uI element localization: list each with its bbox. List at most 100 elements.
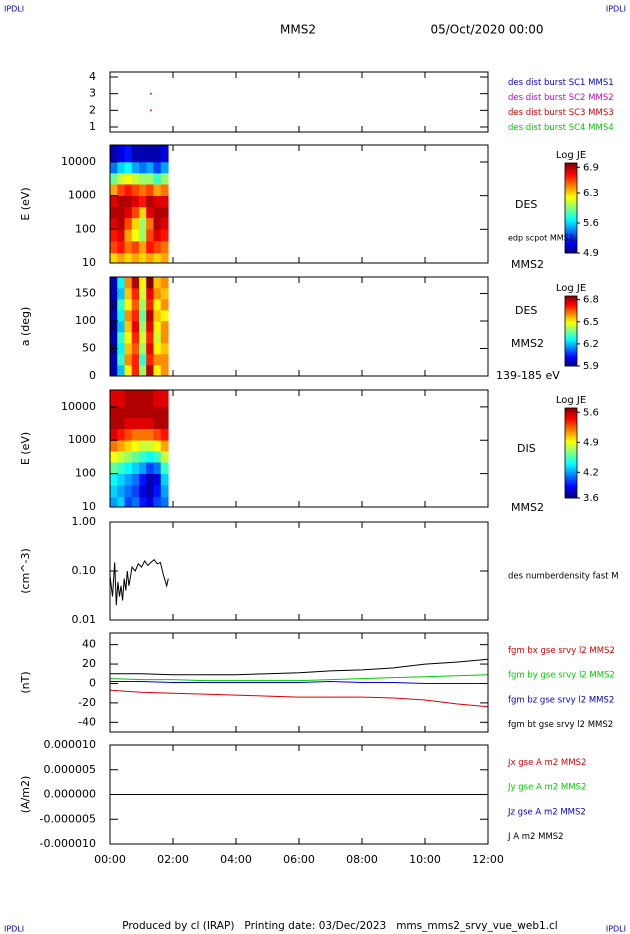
legend-entry: J A m2 MMS2 bbox=[507, 832, 564, 842]
heatmap-cell bbox=[110, 473, 118, 486]
y-axis-label: (A/m2) bbox=[19, 776, 32, 814]
heatmap-cell bbox=[124, 195, 133, 208]
heatmap-cell bbox=[110, 195, 118, 208]
heatmap-cell bbox=[110, 417, 118, 430]
side-label: DES bbox=[515, 304, 537, 317]
heatmap-cell bbox=[117, 229, 125, 242]
heatmap-cell bbox=[124, 485, 133, 498]
heatmap-cell bbox=[131, 277, 140, 289]
colorbar-cell bbox=[565, 412, 577, 415]
heatmap-cell bbox=[110, 462, 118, 474]
heatmap-cell bbox=[110, 496, 118, 508]
colorbar-cell bbox=[565, 165, 577, 168]
colorbar-cell bbox=[565, 297, 577, 300]
colorbar-cell bbox=[565, 311, 577, 314]
heatmap-cell bbox=[153, 252, 162, 264]
colorbar-cell bbox=[565, 221, 577, 224]
heatmap-cell bbox=[124, 206, 133, 219]
heatmap-cell bbox=[117, 417, 125, 430]
colorbar-cell bbox=[565, 416, 577, 419]
colorbar-cell bbox=[565, 418, 577, 421]
heatmap-cell bbox=[160, 229, 169, 242]
heatmap-cell bbox=[138, 440, 147, 452]
heatmap-cell bbox=[160, 473, 169, 486]
heatmap-cell bbox=[131, 299, 140, 311]
heatmap-cell bbox=[146, 354, 154, 366]
colorbar-cell bbox=[565, 339, 577, 342]
heatmap-cell bbox=[146, 496, 154, 508]
heatmap-cell bbox=[110, 206, 118, 219]
heatmap-cell bbox=[146, 145, 154, 163]
side-label: 139-185 eV bbox=[496, 369, 560, 382]
heatmap-cell bbox=[153, 229, 162, 242]
y-tick-label: 50 bbox=[82, 342, 96, 355]
heatmap-cell bbox=[131, 195, 140, 208]
colorbar-tick-label: 5.6 bbox=[583, 218, 599, 229]
colorbar-cell bbox=[565, 302, 577, 305]
legend-entry: des numberdensity fast M bbox=[508, 572, 619, 582]
colorbar-cell bbox=[565, 237, 577, 240]
heatmap-cell bbox=[124, 390, 133, 408]
heatmap-cell bbox=[131, 473, 140, 486]
colorbar-cell bbox=[565, 342, 577, 345]
heatmap-cell bbox=[146, 299, 154, 311]
heatmap-cell bbox=[160, 184, 169, 196]
colorbar-cell bbox=[565, 492, 577, 495]
y-tick-label: 2 bbox=[89, 103, 96, 116]
colorbar-cell bbox=[565, 356, 577, 359]
heatmap-cell bbox=[124, 173, 133, 185]
heatmap-cell bbox=[110, 173, 118, 185]
colorbar-cell bbox=[565, 359, 577, 362]
heatmap-cell bbox=[138, 343, 147, 355]
heatmap-cell bbox=[117, 299, 125, 311]
heatmap-cell bbox=[124, 496, 133, 508]
heatmap-cell bbox=[131, 145, 140, 163]
colorbar-tick-label: 5.6 bbox=[583, 407, 599, 418]
colorbar-cell bbox=[565, 331, 577, 334]
heatmap-cell bbox=[131, 288, 140, 300]
heatmap-cell bbox=[153, 496, 162, 508]
colorbar-cell bbox=[565, 171, 577, 174]
colorbar-cell bbox=[565, 175, 577, 178]
heatmap-cell bbox=[138, 462, 147, 474]
heatmap-cell bbox=[153, 217, 162, 230]
colorbar-cell bbox=[565, 187, 577, 190]
colorbar-cell bbox=[565, 464, 577, 467]
heatmap-cell bbox=[117, 195, 125, 208]
colorbar-tick-label: 4.9 bbox=[583, 437, 599, 448]
y-tick-label: 1000 bbox=[68, 433, 96, 446]
x-tick-label: 06:00 bbox=[283, 853, 315, 866]
colorbar-cell bbox=[565, 296, 577, 298]
panel-frame bbox=[109, 71, 489, 133]
colorbar-cell bbox=[565, 241, 577, 244]
colorbar-cell bbox=[565, 448, 577, 451]
point bbox=[150, 109, 152, 112]
corner-label: IPDLI bbox=[606, 5, 626, 14]
colorbar-cell bbox=[565, 249, 577, 252]
heatmap-cell bbox=[124, 162, 133, 174]
heatmap-cell bbox=[110, 451, 118, 463]
heatmap-cell bbox=[124, 184, 133, 196]
heatmap-cell bbox=[146, 473, 154, 486]
heatmap-cell bbox=[131, 229, 140, 242]
heatmap-cell bbox=[117, 162, 125, 174]
heatmap-cell bbox=[117, 288, 125, 300]
colorbar-tick-label: 3.6 bbox=[583, 493, 599, 504]
heatmap-cell bbox=[124, 440, 133, 452]
colorbar-cell bbox=[565, 239, 577, 242]
heatmap-cell bbox=[110, 184, 118, 196]
heatmap-cell bbox=[153, 145, 162, 163]
heatmap-cell bbox=[146, 195, 154, 208]
heatmap-cell bbox=[153, 241, 162, 254]
colorbar-label: Log JE bbox=[556, 395, 586, 406]
heatmap-cell bbox=[153, 173, 162, 185]
heatmap-cell bbox=[138, 390, 147, 408]
y-axis-label: a (deg) bbox=[19, 307, 32, 347]
colorbar-cell bbox=[565, 203, 577, 206]
y-tick-label: -40 bbox=[78, 715, 96, 728]
heatmap-cell bbox=[110, 440, 118, 452]
heatmap-cell bbox=[124, 252, 133, 264]
heatmap-cell bbox=[131, 206, 140, 219]
heatmap-cell bbox=[124, 451, 133, 463]
heatmap-cell bbox=[124, 288, 133, 300]
